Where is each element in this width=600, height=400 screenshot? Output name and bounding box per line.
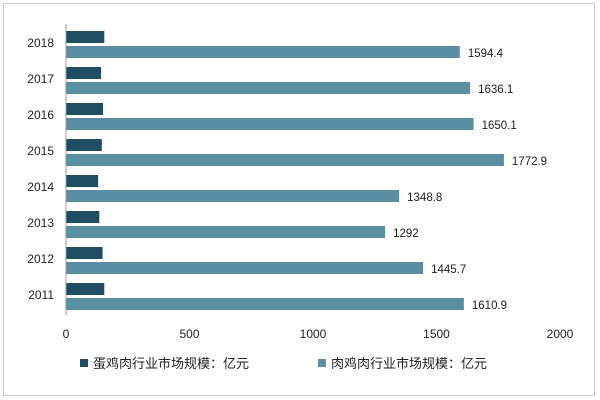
bar-series-1 <box>66 283 105 295</box>
bar-series-2 <box>66 190 400 202</box>
data-label: 1772.9 <box>512 156 547 168</box>
data-label: 1594.4 <box>468 48 504 60</box>
x-tick-label: 1500 <box>423 327 450 341</box>
data-label: 1348.8 <box>407 192 442 204</box>
data-label: 1445.7 <box>431 264 466 276</box>
data-label: 1636.1 <box>478 84 513 96</box>
legend: 蛋鸡肉行业市场规模：亿元 肉鸡肉行业市场规模：亿元 <box>80 356 487 372</box>
bar-series-1 <box>66 175 99 187</box>
bar-series-2 <box>66 46 460 58</box>
bar-series-1 <box>66 139 102 151</box>
bar-series-2 <box>66 226 386 238</box>
legend-swatch-series-1 <box>80 359 88 367</box>
data-label: 1292 <box>393 228 419 240</box>
category-label: 2017 <box>27 72 54 86</box>
bar-series-1 <box>66 103 104 115</box>
bar-series-1 <box>66 211 100 223</box>
data-label: 1650.1 <box>482 120 517 132</box>
x-ticks-group: 0 500 1000 1500 2000 <box>63 327 574 341</box>
x-tick-label: 0 <box>63 327 70 341</box>
category-label: 2012 <box>27 252 54 266</box>
legend-label-series-1: 蛋鸡肉行业市场规模：亿元 <box>93 356 249 372</box>
x-tick-label: 2000 <box>547 327 574 341</box>
labels-group: 2018 1594.4 2017 1636.1 2016 1650.1 2015 1772.9… <box>27 36 547 312</box>
category-label: 2015 <box>27 144 54 158</box>
bar-series-2 <box>66 262 424 274</box>
bar-series-1 <box>66 247 103 259</box>
legend-swatch-series-2 <box>318 359 326 367</box>
category-label: 2014 <box>27 180 54 194</box>
bar-series-1 <box>66 67 102 79</box>
bar-series-1 <box>66 31 105 43</box>
category-label: 2018 <box>27 36 54 50</box>
category-label: 2011 <box>28 288 54 302</box>
category-label: 2016 <box>27 108 54 122</box>
x-tick-label: 500 <box>179 327 199 341</box>
bar-series-2 <box>66 118 474 130</box>
bar-series-2 <box>66 298 464 310</box>
x-tick-label: 1000 <box>300 327 327 341</box>
category-label: 2013 <box>27 216 54 230</box>
bars-group <box>66 31 504 310</box>
bar-series-2 <box>66 154 504 166</box>
bar-series-2 <box>66 82 471 94</box>
data-label: 1610.9 <box>472 300 507 312</box>
legend-label-series-2: 肉鸡肉行业市场规模：亿元 <box>331 356 487 372</box>
